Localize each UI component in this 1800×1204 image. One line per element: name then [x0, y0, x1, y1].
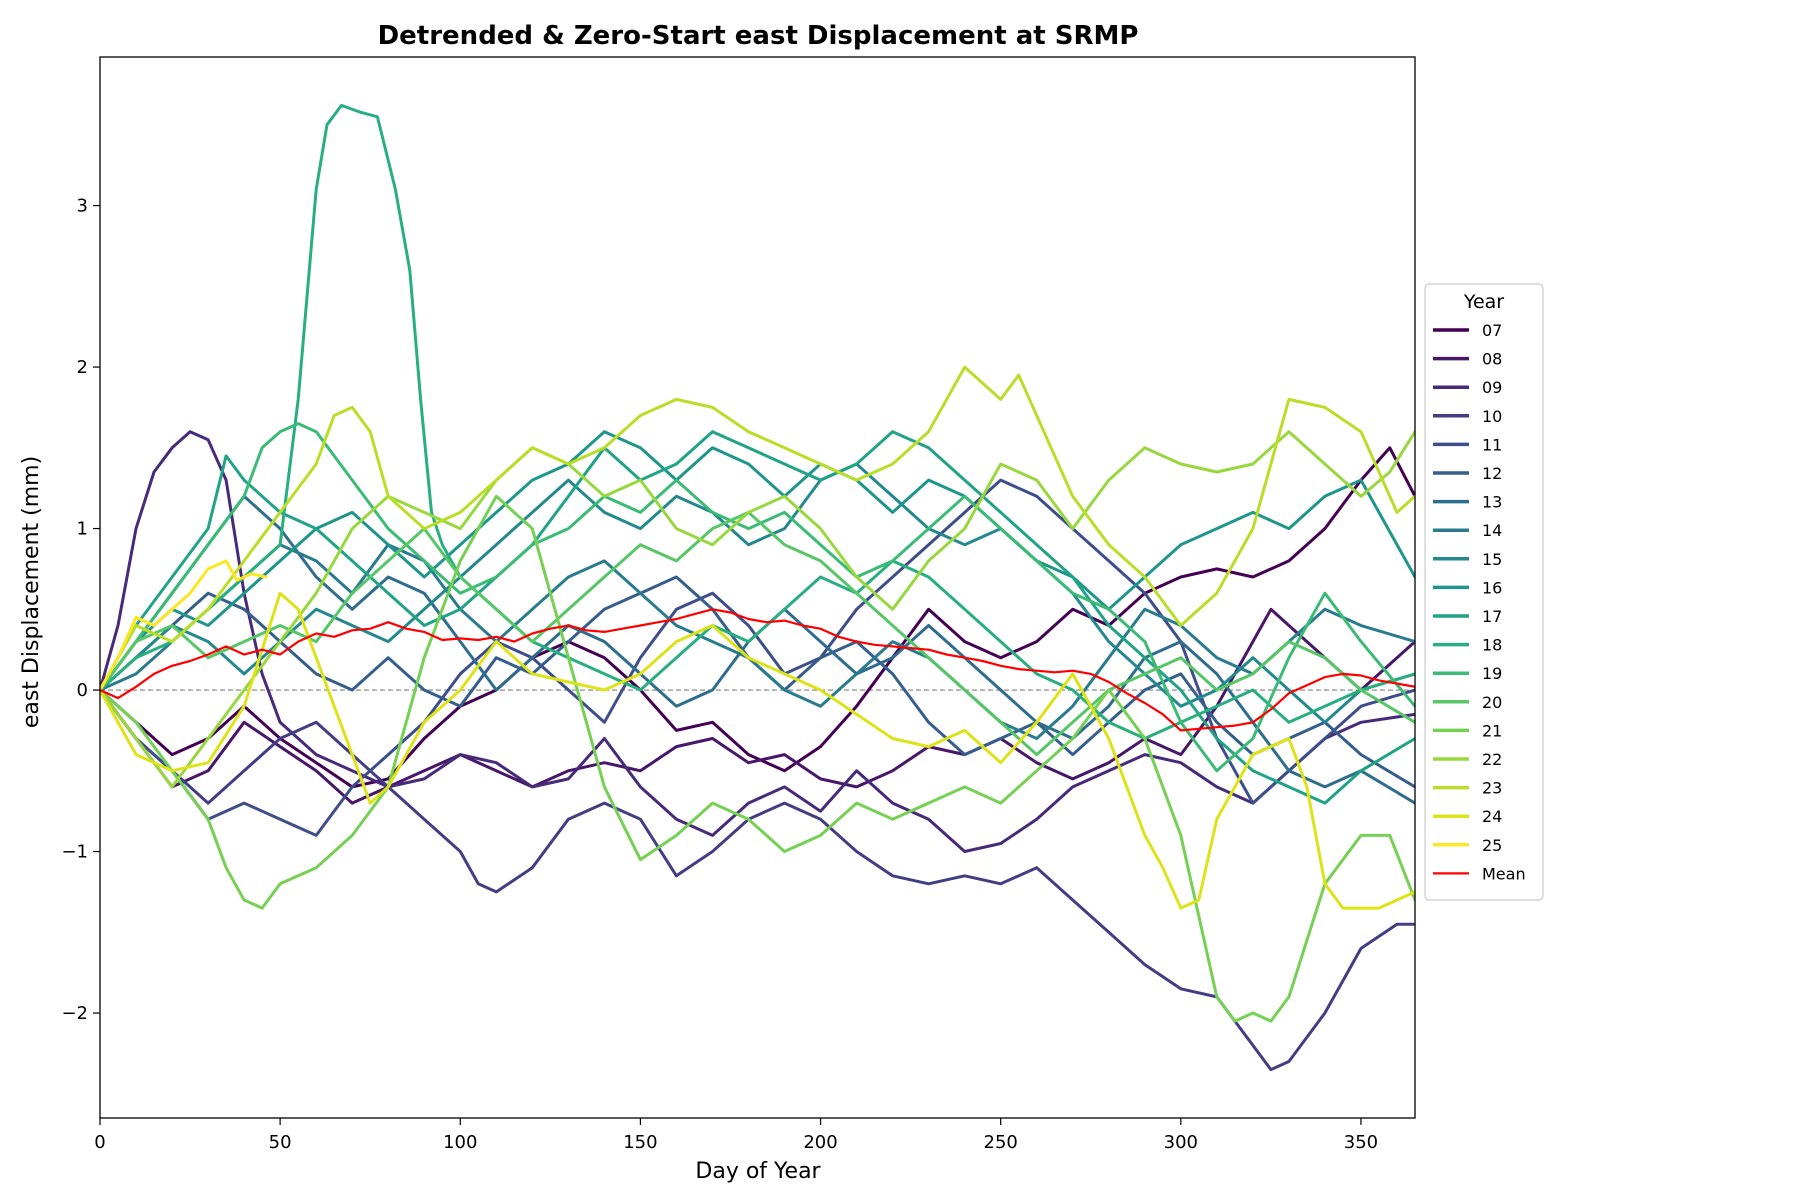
- legend-box: [1424, 283, 1544, 901]
- series-line-19: [100, 422, 1415, 773]
- legend-label-08: 08: [1482, 350, 1502, 369]
- legend-label-17: 17: [1482, 607, 1502, 626]
- series-line-Mean: [100, 608, 1415, 732]
- y-tick-label: 1: [77, 519, 88, 540]
- legend-label-14: 14: [1482, 521, 1502, 540]
- series-line-07: [100, 446, 1415, 789]
- x-tick-label: 150: [623, 1132, 657, 1153]
- legend-label-24: 24: [1482, 807, 1502, 826]
- y-axis-label: east Displacement (mm): [19, 456, 44, 728]
- series-line-24: [100, 591, 1415, 910]
- legend-label-Mean: Mean: [1482, 864, 1526, 883]
- legend-label-23: 23: [1482, 779, 1502, 798]
- plot-area: [100, 103, 1415, 1072]
- legend-label-10: 10: [1482, 407, 1502, 426]
- y-tick-label: −1: [61, 842, 88, 863]
- legend-label-12: 12: [1482, 464, 1502, 483]
- legend-label-18: 18: [1482, 636, 1502, 655]
- y-tick-label: 2: [77, 357, 88, 378]
- legend-label-22: 22: [1482, 750, 1502, 769]
- legend-label-09: 09: [1482, 378, 1502, 397]
- legend-label-19: 19: [1482, 664, 1502, 683]
- y-tick-label: 3: [77, 196, 88, 217]
- series-line-25: [100, 559, 268, 692]
- x-tick-label: 100: [443, 1132, 477, 1153]
- x-tick-label: 300: [1164, 1132, 1198, 1153]
- series-line-21: [100, 494, 1415, 1023]
- series-group: [100, 103, 1415, 1072]
- legend-label-25: 25: [1482, 836, 1502, 855]
- y-tick-label: 0: [77, 680, 88, 701]
- legend-label-11: 11: [1482, 435, 1502, 454]
- legend-label-15: 15: [1482, 550, 1502, 569]
- x-tick-label: 200: [803, 1132, 837, 1153]
- chart-title: Detrended & Zero-Start east Displacement…: [378, 21, 1139, 51]
- x-axis-label: Day of Year: [695, 1159, 821, 1184]
- axes: 0 50 100 150 200 250 300 350 −2 −1 0 1 2 3: [61, 56, 1416, 1153]
- legend-title: Year: [1463, 291, 1504, 313]
- series-line-15: [100, 462, 1415, 724]
- x-tick-label: 50: [269, 1132, 292, 1153]
- x-tick-label: 350: [1344, 1132, 1378, 1153]
- legend-label-13: 13: [1482, 493, 1502, 512]
- plot-frame: [99, 56, 1416, 1119]
- x-tick-label: 250: [984, 1132, 1018, 1153]
- y-tick-label: −2: [61, 1003, 88, 1024]
- legend-label-21: 21: [1482, 721, 1502, 740]
- series-line-22: [100, 430, 1415, 789]
- series-line-23: [100, 365, 1415, 692]
- legend-label-16: 16: [1482, 578, 1502, 597]
- series-line-17: [100, 430, 1415, 805]
- legend-label-07: 07: [1482, 321, 1502, 340]
- legend-label-20: 20: [1482, 693, 1502, 712]
- x-tick-label: 0: [94, 1132, 105, 1153]
- legend: Year 07 08 09 10 11 12 13 14 15 16 17 18 19 20 21 22 23 24…: [1424, 283, 1544, 901]
